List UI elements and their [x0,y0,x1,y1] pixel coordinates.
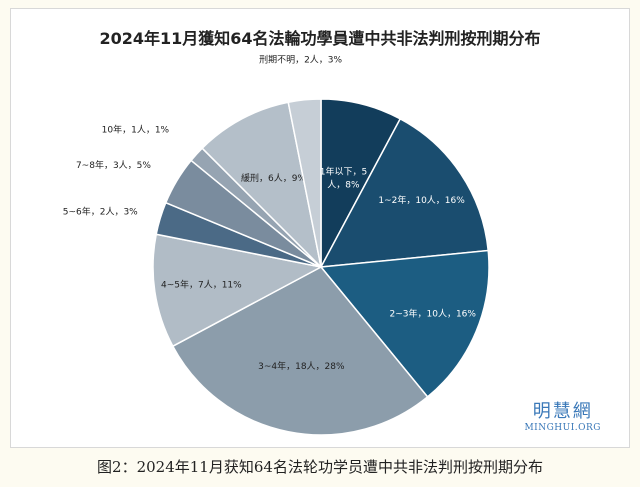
slice-label: 緩刑，6人，9% [241,172,306,184]
pie-slice [152,233,324,348]
slice-label: 7~8年，3人，5% [76,159,151,171]
pie-slice [287,98,322,268]
chart-frame: 2024年11月獲知64名法輪功學員遭中共非法判刑按刑期分布 1年以下，5 人，8… [10,8,630,448]
chart-title: 2024年11月獲知64名法輪功學員遭中共非法判刑按刑期分布 [99,29,541,48]
slice-label: 5~6年，2人，3% [63,205,138,217]
slice-label: 4~5年，7人，11% [161,279,242,291]
watermark: 明慧網 MINGHUI.ORG [524,397,601,433]
pie-slice [319,117,490,268]
slice-label: 1年以下，5 人，8% [320,165,367,190]
pie-chart: 1年以下，5 人，8% 1~2年，10人，16% 2~3年，10人，16% 3~4年，1… [63,55,490,436]
watermark-english: MINGHUI.ORG [524,423,601,433]
slice-label: 10年，1人，1% [102,123,170,135]
slice-label: 3~4年，18人，28% [258,360,345,372]
slice-label: 2~3年，10人，16% [390,307,477,319]
figure-caption: 图2：2024年11月获知64名法轮功学员遭中共非法判刑按刑期分布 [97,458,543,476]
pie-slice [201,101,323,270]
watermark-chinese: 明慧網 [532,401,593,422]
slice-label: 1~2年，10人，16% [378,194,465,206]
pie-slice [171,266,429,436]
pie-slice [319,249,490,398]
slice-label: 刑期不明，2人，3% [259,55,342,66]
